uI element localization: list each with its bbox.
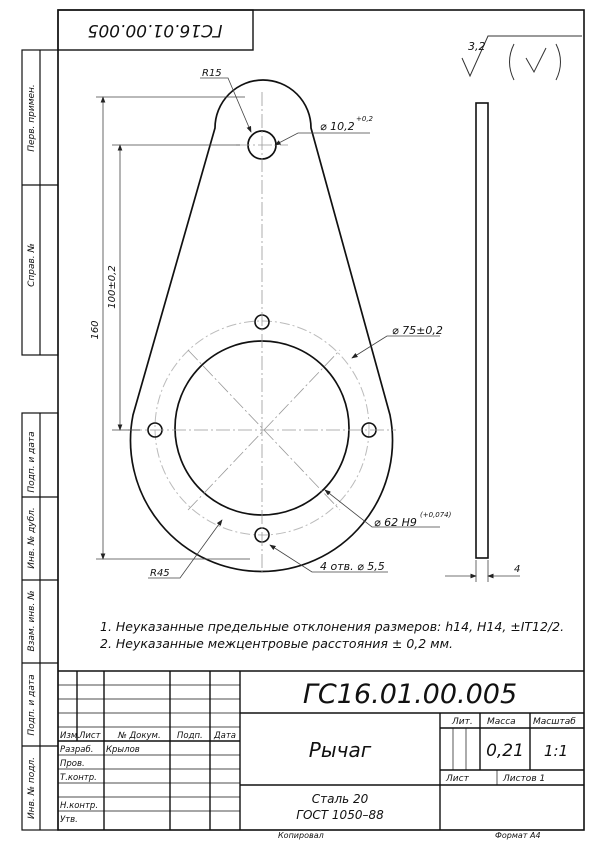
role-razrab: Разраб.: [60, 745, 93, 755]
dim-pcd: ⌀ 75±0,2: [392, 324, 443, 337]
technical-notes: 1. Неуказанные предельные отклонения раз…: [100, 618, 570, 652]
material-line1: Сталь 20: [312, 792, 369, 806]
note-1: 1. Неуказанные предельные отклонения раз…: [100, 619, 565, 634]
col-list: Лист: [78, 731, 102, 741]
roughness-symbol: [461, 35, 582, 81]
dim-thickness: 4: [514, 564, 520, 575]
lit-header: Лит.: [451, 717, 473, 727]
col-izm: Изм.: [60, 731, 80, 741]
side-view-plate: [475, 102, 489, 559]
stamp-vzam-inv: Взам. инв. №: [27, 590, 37, 651]
designation: ГС16.01.00.005: [303, 679, 517, 710]
scale-header: Масштаб: [533, 717, 576, 727]
format-label: Формат А4: [495, 831, 541, 840]
dimension-lines: [96, 77, 520, 582]
stamp-inv-dubl: Инв. № дубл.: [27, 507, 37, 569]
role-tkontr: Т.контр.: [60, 773, 97, 783]
stamp-podp-data-2: Подп. и дата: [27, 674, 37, 735]
col-sign: Подп.: [177, 731, 203, 741]
sheet-label: Лист: [445, 774, 470, 784]
sheets-label: Листов 1: [502, 774, 545, 784]
material-line2: ГОСТ 1050–88: [296, 808, 384, 822]
role-nkontr: Н.контр.: [60, 801, 98, 811]
title-block-grid: [58, 670, 584, 830]
dim-r15: R15: [202, 68, 222, 79]
dim-holes: 4 отв. ⌀ 5,5: [320, 560, 385, 573]
col-doc: № Докум.: [117, 731, 161, 741]
side-stamp-grid: [21, 49, 59, 831]
dim-bore-tol: (+0,074): [420, 511, 452, 519]
mass-value: 0,21: [486, 741, 524, 761]
lever-outline: [129, 79, 394, 573]
role-utv: Утв.: [60, 815, 78, 825]
note-2: 2. Неуказанные межцентровые расстояния ±…: [100, 636, 454, 651]
dim-160: 160: [90, 320, 101, 339]
dim-r45: R45: [150, 568, 170, 579]
stamp-sprav: Справ. №: [27, 243, 37, 287]
dim-hole-top: ⌀ 10,2: [320, 120, 355, 133]
stamp-podp-data-1: Подп. и дата: [27, 431, 37, 492]
part-name: Рычаг: [309, 738, 372, 762]
center-lines: [128, 92, 396, 572]
dim-hole-top-tol: +0,2: [356, 115, 374, 123]
stamp-inv-podl: Инв. № подл.: [27, 757, 37, 819]
col-date: Дата: [213, 731, 236, 741]
dim-bore: ⌀ 62 H9: [374, 516, 417, 529]
dim-100: 100±0,2: [107, 265, 118, 308]
mass-header: Масса: [487, 717, 516, 727]
copied-label: Копировал: [278, 831, 324, 840]
scale-value: 1:1: [544, 742, 568, 760]
roughness-value: 3,2: [468, 40, 486, 53]
stamp-perv-primen: Перв. примен.: [27, 84, 37, 152]
rotated-designation-box: [57, 9, 254, 51]
role-prov: Пров.: [60, 759, 85, 769]
rotated-designation: ГС16.01.00.005: [88, 20, 223, 40]
name-razrab: Крылов: [106, 745, 140, 755]
